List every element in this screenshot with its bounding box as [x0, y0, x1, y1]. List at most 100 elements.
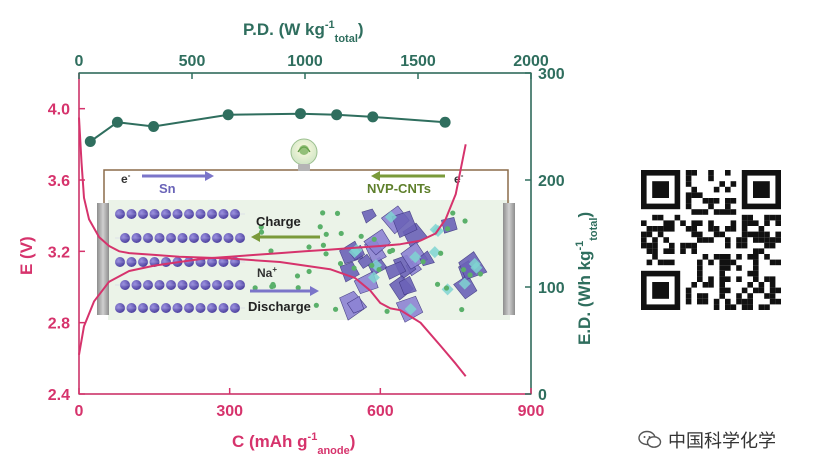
qr-module [652, 242, 658, 249]
discharge-voltage-curve [78, 117, 467, 377]
qr-module [719, 254, 725, 260]
qr-module [725, 209, 731, 215]
energy-density-point [367, 111, 379, 123]
qr-module [691, 226, 697, 232]
voltage-tick-label: 3.2 [48, 244, 70, 261]
qr-module [719, 287, 725, 294]
sodium-ion [270, 281, 276, 288]
qr-module [713, 186, 720, 193]
power-density-axis-title: P.D. (W kg-1total) [243, 19, 364, 45]
qr-module [697, 270, 703, 277]
qr-module [641, 220, 647, 226]
qr-module [758, 304, 765, 310]
qr-module [646, 259, 653, 266]
sodium-ion [420, 259, 426, 265]
qr-module [713, 231, 720, 238]
energy-density-point [148, 121, 160, 132]
charge-label: Charge [256, 214, 301, 229]
energy-density-point [84, 135, 96, 147]
sodium-ion [252, 285, 258, 291]
qr-module [764, 254, 770, 260]
qr-module [697, 293, 703, 299]
sodium-ion [294, 273, 301, 279]
qr-module [736, 298, 742, 305]
qr-module [708, 226, 714, 232]
qr-module [646, 226, 653, 232]
sodium-ion [460, 267, 467, 273]
electron-label-left: e- [121, 171, 131, 186]
energy-density-series [84, 108, 451, 147]
qr-module [713, 209, 720, 215]
energy-density-axis-title: E.D. (Wh kg-1total) [574, 212, 600, 345]
nvp-cnt-fragment [468, 257, 481, 270]
sn-atom-lattice [115, 209, 245, 313]
sodium-ion [467, 272, 473, 278]
energy-density-axis-ticks: 0 100 200 300 [525, 66, 565, 404]
qr-module [641, 242, 647, 249]
nvp-polyhedron [363, 228, 391, 256]
sodium-ion [358, 233, 364, 239]
voltage-tick-label: 2.8 [48, 316, 70, 333]
nvp-polyhedron [346, 295, 365, 314]
qr-module [725, 226, 731, 232]
sodium-ion [334, 210, 341, 216]
qr-module [657, 259, 664, 266]
qr-module [758, 287, 765, 294]
qr-module [769, 214, 776, 221]
qr-module [725, 276, 731, 282]
sodium-ion [323, 231, 329, 237]
qr-module [702, 254, 709, 260]
qr-module [764, 293, 770, 299]
sodium-ion [462, 218, 468, 224]
qr-module [719, 259, 725, 266]
qr-module [691, 192, 697, 198]
qr-module [685, 226, 692, 232]
qr-module [713, 254, 720, 260]
nvp-cnt-fragment [384, 211, 397, 224]
qr-module [691, 186, 697, 193]
qr-finder-core [652, 181, 669, 198]
qr-module [685, 287, 692, 294]
energy-density-tick-label: 100 [538, 280, 565, 297]
qr-module [691, 282, 697, 288]
qr-module [702, 298, 709, 305]
energy-density-line [89, 112, 446, 143]
qr-module [652, 248, 658, 254]
capacity-tick-label: 600 [367, 403, 394, 420]
qr-module [663, 237, 669, 243]
qr-module [657, 214, 664, 221]
qr-module [725, 259, 731, 266]
nvp-cnts-label: NVP-CNTs [367, 181, 431, 196]
qr-module [719, 231, 725, 238]
sodium-ion [450, 210, 456, 216]
sodium-ion [443, 285, 450, 291]
qr-module [769, 259, 776, 266]
qr-module [769, 287, 776, 294]
qr-module [719, 265, 725, 271]
qr-module [764, 242, 770, 249]
power-density-axis-ticks: 0 500 1000 1500 2000 [75, 53, 549, 79]
sodium-ion [306, 268, 312, 275]
qr-module [652, 254, 658, 260]
qr-module [663, 248, 669, 254]
capacity-axis-title: C (mAh g-1anode) [232, 431, 355, 457]
qr-module [697, 265, 703, 271]
qr-module [702, 293, 709, 299]
sodium-ion [337, 260, 344, 267]
qr-module [769, 293, 776, 299]
energy-density-point [294, 108, 306, 120]
qr-module [669, 220, 675, 226]
qr-module [775, 231, 781, 238]
qr-module [641, 231, 647, 238]
qr-module [741, 237, 748, 243]
watermark-text: 中国科学化学 [668, 431, 776, 452]
qr-module [702, 209, 709, 215]
qr-finder-core [753, 181, 770, 198]
energy-density-tick-label: 300 [538, 66, 565, 83]
energy-density-tick-label: 0 [538, 387, 547, 404]
qr-module [680, 220, 686, 226]
qr-module [719, 276, 725, 282]
qr-module [758, 248, 765, 254]
qr-module [764, 231, 770, 238]
qr-module [769, 237, 776, 243]
